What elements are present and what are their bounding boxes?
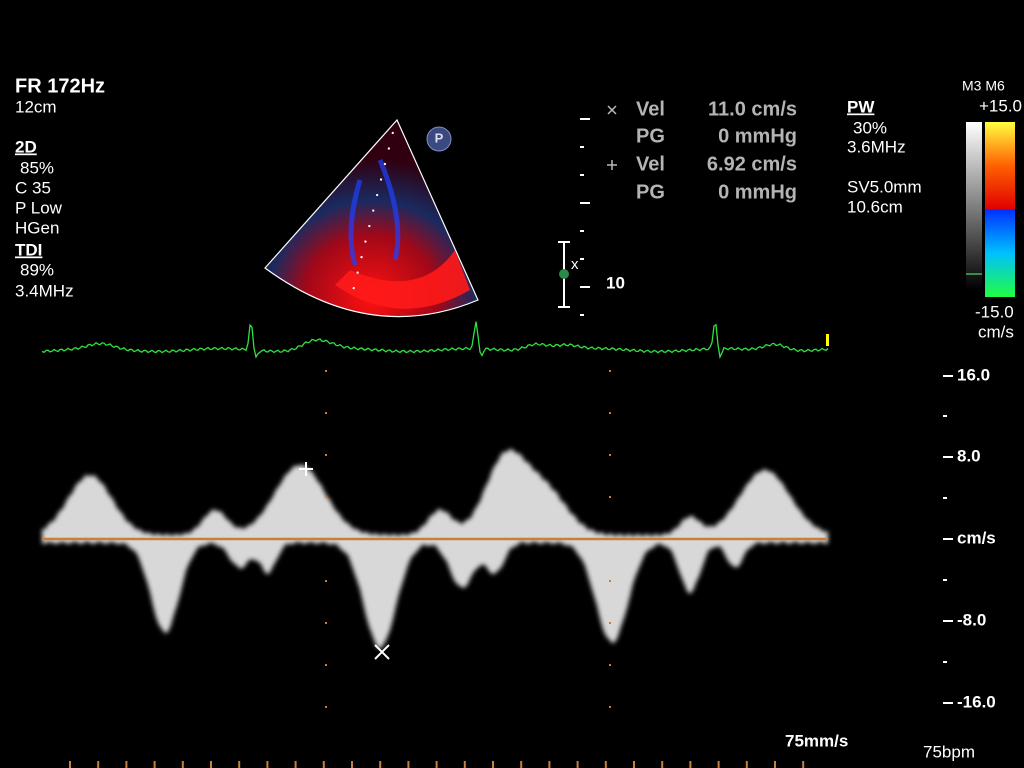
- ecg-trace: [41, 321, 829, 360]
- frame-rate: FR 172Hz: [15, 75, 105, 97]
- depth-scale: [580, 118, 590, 316]
- cursor-x: [374, 644, 390, 660]
- gate-depth: 10.6cm: [847, 197, 903, 216]
- sector-flow: [335, 250, 470, 309]
- scale-label: -16.0: [957, 692, 996, 711]
- probe-icon: [426, 126, 452, 152]
- color-maps: M3 M6: [962, 78, 1005, 94]
- mode-tdi: TDI: [15, 240, 42, 259]
- pw-gain: 30%: [853, 118, 887, 137]
- sector-image: [264, 118, 479, 318]
- measurement-label: Vel: [636, 153, 665, 175]
- color-map: [985, 122, 1015, 297]
- scale-label: 16.0: [957, 365, 990, 384]
- depth-marker: 10: [606, 273, 625, 292]
- measurement-label: Vel: [636, 98, 665, 120]
- gate-label: x: [571, 256, 579, 273]
- power: P Low: [15, 198, 63, 217]
- depth: 12cm: [15, 97, 57, 116]
- heart-rate: 75bpm: [923, 742, 975, 761]
- doppler-spectrum: [42, 448, 828, 649]
- mode-2d: 2D: [15, 137, 37, 156]
- probe-icon-label: P: [435, 130, 444, 145]
- color-max: +15.0: [979, 96, 1022, 115]
- gain-tdi: 89%: [20, 260, 54, 279]
- scale-label: cm/s: [957, 528, 996, 547]
- frequency-mode: HGen: [15, 218, 59, 237]
- compression: C 35: [15, 178, 51, 197]
- color-unit: cm/s: [978, 322, 1014, 341]
- measurement-value: 0 mmHg: [718, 181, 797, 203]
- measurement-marker: [607, 105, 617, 115]
- pw-mode: PW: [847, 97, 875, 116]
- measurement-value: 11.0 cm/s: [708, 98, 797, 120]
- color-min: -15.0: [975, 302, 1014, 321]
- pw-frequency: 3.6MHz: [847, 137, 906, 156]
- gain-2d: 85%: [20, 158, 54, 177]
- spectrum: [42, 448, 828, 649]
- measurement-marker: [607, 160, 617, 170]
- time-ticks: [69, 761, 805, 768]
- sample-volume: SV5.0mm: [847, 177, 922, 196]
- measurement-value: 0 mmHg: [718, 125, 797, 147]
- measurements: Vel 11.0 cm/s PG 0 mmHg Vel 6.92 cm/s PG 0 mmHg: [607, 98, 797, 203]
- measurement-label: PG: [636, 181, 665, 203]
- measurement-label: PG: [636, 125, 665, 147]
- scale-label: 8.0: [957, 446, 981, 465]
- gray-map: [966, 122, 982, 290]
- velocity-scale: 16.0 8.0 cm/s -8.0 -16.0: [943, 365, 996, 711]
- cursor-plus: [299, 462, 313, 476]
- measurement-value: 6.92 cm/s: [707, 153, 797, 175]
- sector-flow-blue: [348, 159, 401, 266]
- ecg-marker: [826, 334, 829, 346]
- scale-label: -8.0: [957, 610, 986, 629]
- sweep-speed: 75mm/s: [785, 731, 848, 750]
- gate-center: [559, 269, 569, 279]
- frequency: 3.4MHz: [15, 281, 74, 300]
